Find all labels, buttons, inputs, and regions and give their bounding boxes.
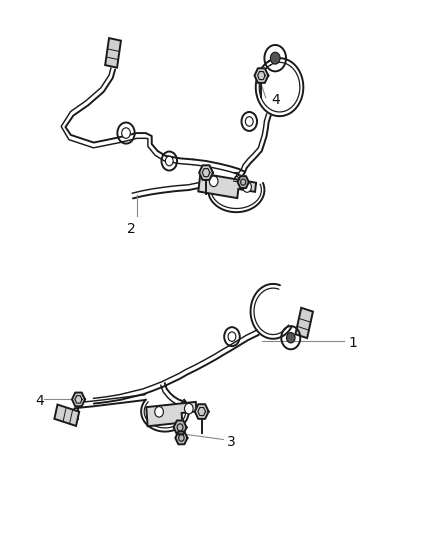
Text: 1: 1 — [349, 336, 357, 350]
Text: 2: 2 — [127, 222, 136, 236]
Circle shape — [209, 176, 218, 187]
Polygon shape — [195, 404, 208, 419]
Polygon shape — [254, 68, 268, 83]
Text: 4: 4 — [35, 394, 44, 408]
Polygon shape — [199, 165, 213, 180]
Circle shape — [286, 333, 295, 343]
Text: 3: 3 — [232, 171, 241, 185]
Circle shape — [184, 403, 193, 414]
Polygon shape — [105, 38, 121, 68]
Polygon shape — [54, 405, 79, 426]
Text: 3: 3 — [227, 434, 236, 449]
Polygon shape — [173, 421, 187, 434]
Polygon shape — [296, 308, 313, 338]
Polygon shape — [198, 173, 256, 198]
Circle shape — [245, 117, 253, 126]
Polygon shape — [175, 432, 187, 445]
Polygon shape — [72, 393, 85, 406]
Circle shape — [122, 128, 131, 139]
Circle shape — [270, 52, 280, 64]
Circle shape — [228, 332, 236, 342]
Circle shape — [166, 156, 173, 166]
Text: 4: 4 — [272, 93, 280, 107]
Circle shape — [155, 407, 163, 417]
Polygon shape — [146, 402, 197, 426]
Circle shape — [243, 182, 251, 192]
Polygon shape — [237, 176, 249, 188]
